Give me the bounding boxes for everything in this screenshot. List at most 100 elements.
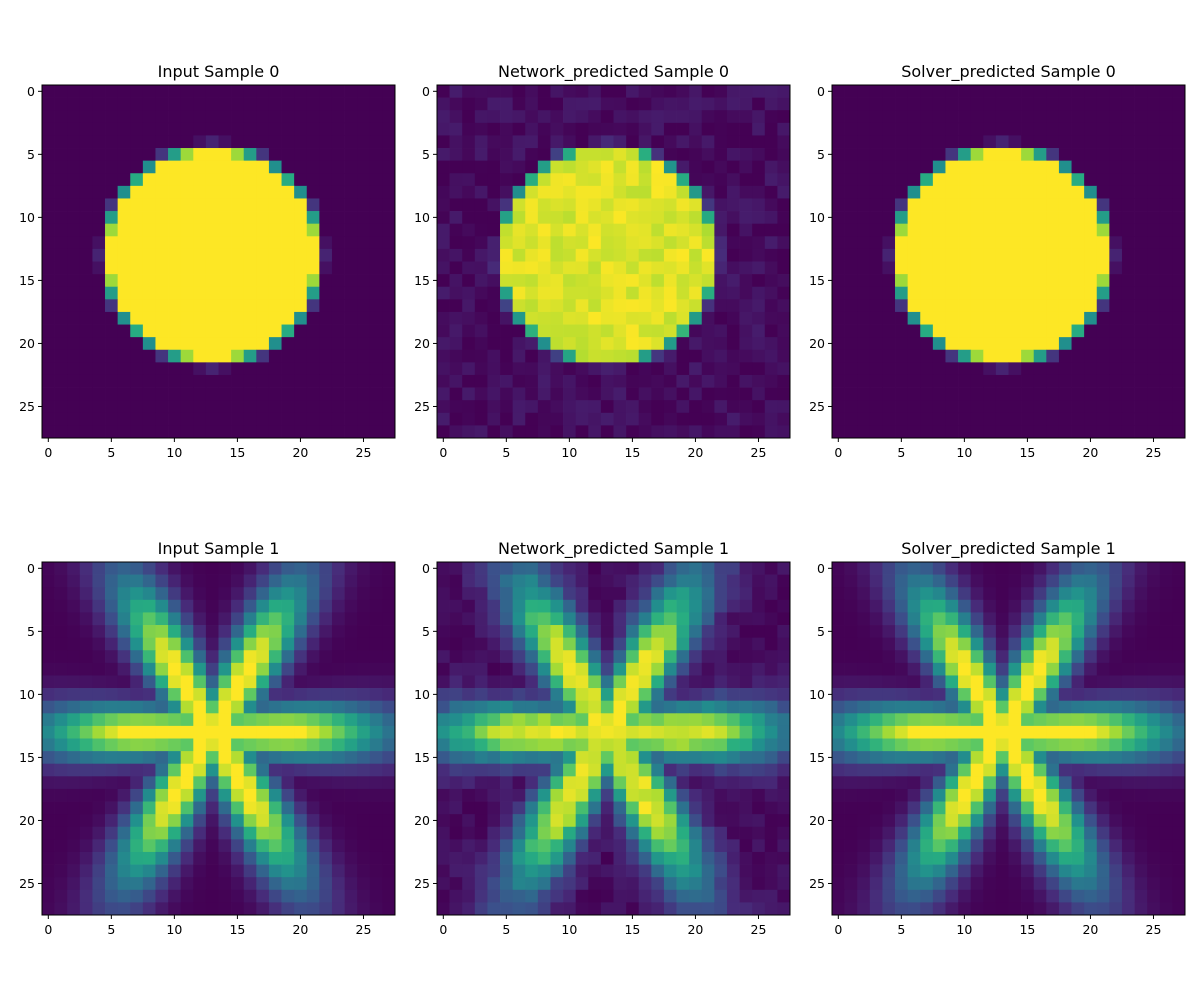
heatmap-cell (995, 387, 1009, 401)
heatmap-cell (663, 562, 677, 575)
heatmap-cell (1147, 751, 1161, 765)
heatmap-cell (1109, 85, 1123, 98)
heatmap-cell (932, 776, 946, 790)
heatmap-cell (281, 349, 295, 363)
heatmap-cell (79, 725, 93, 739)
heatmap-cell (882, 362, 896, 376)
heatmap-cell (42, 185, 55, 199)
heatmap-cell (537, 700, 551, 714)
heatmap-cell (142, 122, 156, 136)
heatmap-cell (205, 274, 219, 288)
heatmap-cell (168, 160, 182, 174)
heatmap-cell (1046, 776, 1060, 790)
heatmap-cell (54, 675, 68, 689)
heatmap-cell (663, 826, 677, 840)
heatmap-cell (920, 349, 934, 363)
heatmap-cell (268, 650, 282, 664)
heatmap-cell (294, 211, 308, 225)
heatmap-cell (67, 299, 81, 313)
heatmap-cell (1172, 814, 1186, 828)
heatmap-cell (193, 637, 207, 651)
heatmap-cell (588, 248, 602, 262)
heatmap-cell (449, 839, 463, 853)
heatmap-cell (764, 826, 778, 840)
heatmap-cell (714, 400, 728, 414)
heatmap-cell (462, 776, 476, 790)
x-tick-label: 5 (107, 445, 115, 460)
heatmap-cell (331, 425, 345, 439)
heatmap-cell (1147, 839, 1161, 853)
heatmap-cell (600, 826, 614, 840)
heatmap-cells (832, 85, 1186, 439)
heatmap-cell (1084, 763, 1098, 777)
heatmap-cell (193, 122, 207, 136)
heatmap-cell (218, 236, 232, 250)
heatmap-cell (958, 85, 972, 98)
heatmap-cell (142, 135, 156, 149)
heatmap-cell (689, 902, 703, 916)
heatmap-cell (369, 97, 383, 111)
heatmap-cell (281, 412, 295, 426)
heatmap-cell (306, 374, 320, 388)
heatmap-cell (281, 662, 295, 676)
heatmap-cell (600, 85, 614, 98)
heatmap-cell (306, 877, 320, 891)
heatmap-cell (218, 637, 232, 651)
heatmap-cell (155, 650, 169, 664)
heatmap-cell (537, 839, 551, 853)
heatmap-cell (487, 148, 501, 161)
heatmap-cell (1021, 864, 1035, 878)
heatmap-cell (1021, 198, 1035, 212)
heatmap-cell (1109, 135, 1123, 149)
heatmap-cell (1096, 839, 1110, 853)
heatmap-cell (777, 286, 791, 300)
heatmap-cell (331, 337, 345, 351)
heatmap-cell (958, 236, 972, 250)
heatmap-cell (1121, 625, 1135, 638)
heatmap-cell (726, 650, 740, 664)
heatmap-cell (920, 788, 934, 802)
heatmap-cell (369, 889, 383, 903)
heatmap-cell (437, 599, 450, 613)
heatmap-cell (1084, 374, 1098, 388)
heatmap-cell (537, 311, 551, 325)
heatmap-cell (42, 662, 55, 676)
heatmap-cell (319, 839, 333, 853)
heatmap-cell (294, 738, 308, 752)
heatmap-cell (537, 374, 551, 388)
heatmap-cell (331, 362, 345, 376)
heatmap-cell (331, 851, 345, 865)
heatmap-cell (714, 650, 728, 664)
heatmap-cell (537, 713, 551, 727)
heatmap-cell (512, 324, 526, 338)
heatmap-cell (512, 599, 526, 613)
heatmap-cell (563, 700, 577, 714)
heatmap-cell (357, 763, 371, 777)
heatmap-cell (281, 839, 295, 853)
heatmap-cell (714, 223, 728, 237)
heatmap-cell (205, 738, 219, 752)
heatmap-cell (369, 135, 383, 149)
heatmap-cell (995, 688, 1009, 702)
heatmap-cell (344, 650, 358, 664)
heatmap-cell (369, 236, 383, 250)
heatmap-cell (638, 788, 652, 802)
heatmap-cell (1109, 738, 1123, 752)
heatmap-cell (958, 738, 972, 752)
heatmap-cell (920, 324, 934, 338)
heatmap-cell (651, 135, 665, 149)
heatmap-cell (319, 700, 333, 714)
heatmap-cell (294, 173, 308, 187)
heatmap-cell (907, 374, 921, 388)
heatmap-cell (895, 248, 908, 262)
heatmap-cell (54, 387, 68, 401)
heatmap-cell (600, 148, 614, 161)
heatmap-cell (117, 97, 131, 111)
heatmap-cell (500, 776, 513, 790)
heatmap-cell (932, 650, 946, 664)
heatmap-cell (54, 725, 68, 739)
heatmap-cell (142, 349, 156, 363)
heatmap-cell (1046, 311, 1060, 325)
heatmap-cell (563, 362, 577, 376)
heatmap-cell (752, 198, 766, 212)
